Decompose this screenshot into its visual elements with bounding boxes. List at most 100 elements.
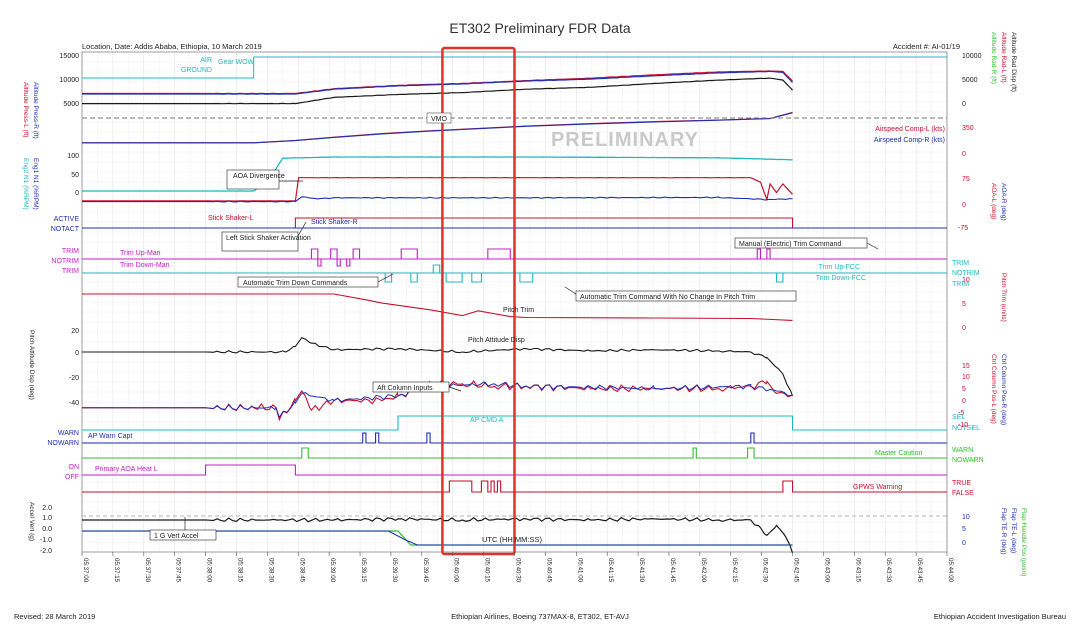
state-false-gpws: FALSE — [952, 490, 974, 497]
axis-label-flap-handle: Flap Handle Pos (posn) — [1020, 508, 1027, 576]
series-eng-n1 — [82, 156, 793, 192]
tick-rad-5000: 5000 — [962, 77, 978, 84]
preliminary-watermark: PRELIMINARY — [551, 129, 699, 151]
discrete-trim-up-fcc — [82, 264, 947, 274]
tick-n1-0: 0 — [75, 190, 79, 197]
label-trim-down-man: Trim Down-Man — [120, 262, 170, 269]
axis-label-aoa-r: AOA-R (deg) — [1000, 183, 1007, 221]
series-labels: AIR GROUND Gear WOW Airspeed Comp-L (kts… — [88, 57, 945, 491]
axis-label-col-r: Ctrl Column Pos-R (deg) — [1000, 354, 1007, 425]
x-tick-label: 05:42:15 — [731, 558, 738, 583]
series-column-l — [82, 379, 793, 422]
tick-alt-10000: 10000 — [60, 77, 80, 84]
chart-title: ET302 Preliminary FDR Data — [449, 20, 630, 36]
axis-label-flap-te-l: Flap TE-L (deg) — [1010, 508, 1017, 553]
label-pitch-trim: Pitch Trim — [503, 307, 534, 314]
highlight-window — [441, 46, 516, 556]
axis-label-accel: Accel Vert (g) — [28, 502, 35, 541]
state-sel: SEL — [952, 414, 965, 421]
x-tick-label: 05:40:15 — [484, 558, 491, 583]
axis-label-alt-press-l: Altitude Press-L (ft) — [22, 82, 29, 137]
series-accel-vert — [82, 516, 794, 554]
left-ticks: 15000 10000 5000 100 50 0 20 0 -20 -40 2… — [40, 53, 79, 555]
right-ticks: 10000 5000 0 5 0 0 350 0 75 0 -75 10 5 0 1… — [958, 53, 982, 547]
x-tick-label: 05:43:45 — [916, 558, 923, 583]
series-aoa-l — [82, 176, 793, 202]
state-notsel: NOTSEL — [952, 425, 980, 432]
x-tick-label: 05:41:00 — [576, 558, 583, 583]
axis-label-col-l: Ctrl Column Pos-L (deg) — [990, 354, 997, 424]
tick-pitch-m20: -20 — [69, 375, 79, 382]
label-airspeed-l: Airspeed Comp-L (kts) — [875, 126, 945, 133]
label-pitch-attitude: Pitch Attitude Disp — [468, 337, 525, 344]
tick-accel-2: 2.0 — [42, 505, 52, 512]
axis-label-pitch-attitude: Pitch Attitude Disp (deg) — [28, 330, 35, 400]
x-tick-label: 05:38:30 — [267, 558, 274, 583]
label-ap-warn: AP Warn Capt — [88, 433, 132, 440]
tick-col-m5: -5 — [958, 410, 964, 417]
state-trim-left-top: TRIM — [62, 248, 79, 255]
x-tick-label: 05:37:00 — [82, 558, 89, 583]
tick-flap-10: 10 — [962, 514, 970, 521]
annotations: VMO AOA Divergence Left Stick Shaker Act… — [149, 112, 879, 541]
tick-aoa-m75: -75 — [958, 225, 968, 232]
location-date: Location, Date: Addis Ababa, Ethiopia, 1… — [82, 42, 262, 51]
discrete-master-caution — [82, 447, 947, 459]
x-axis: 05:37:00 05:37:15 05:37:30 05:37:45 05:38:00… — [81, 552, 954, 583]
discrete-ap-cmd-a — [82, 415, 947, 431]
label-air: AIR — [200, 57, 212, 64]
right-state-labels: TRIM NOTRIM TRIM SEL NOTSEL WARN NOWARN … — [952, 260, 984, 497]
state-trim-right-top: TRIM — [952, 260, 969, 267]
axis-label-rad-disp: Altitude Rad Disp (ft) — [1010, 32, 1017, 92]
x-tick-label: 05:42:30 — [762, 558, 769, 583]
tick-col-10: 10 — [962, 374, 970, 381]
tick-n1-50: 50 — [71, 172, 79, 179]
x-tick-label: 05:43:00 — [823, 558, 830, 583]
x-tick-label: 05:37:15 — [113, 558, 120, 583]
label-stick-shaker-r: Stick Shaker-R — [311, 219, 358, 226]
discrete-aoa-heat — [82, 464, 947, 476]
state-warn-mc: WARN — [952, 447, 973, 454]
series-pitch-attitude — [82, 337, 794, 397]
footer-revised: Revised: 28 March 2019 — [14, 612, 95, 621]
x-tick-label: 05:38:15 — [236, 558, 243, 583]
series-aoa-r — [82, 196, 793, 203]
tick-trim-10: 10 — [962, 277, 970, 284]
x-tick-label: 05:38:00 — [206, 558, 213, 583]
x-tick-label: 05:39:30 — [391, 558, 398, 583]
x-tick-label: 05:39:45 — [422, 558, 429, 583]
axis-label-eng1: Eng1 N1 (%RPM) — [32, 158, 39, 210]
label-gpws: GPWS Warning — [853, 484, 902, 491]
tick-alt-5000: 5000 — [63, 101, 79, 108]
tick-trim-5: 5 — [962, 301, 966, 308]
state-trim-right-bottom: TRIM — [952, 281, 969, 288]
annotation-1g: 1 G Vert Accel — [154, 533, 199, 540]
label-ap-cmd-a: AP CMD A — [470, 417, 504, 424]
tick-col-5: 5 — [962, 386, 966, 393]
label-vmo: VMO — [431, 116, 448, 123]
tick-rad-0: 0 — [962, 101, 966, 108]
state-trim-left-bottom: TRIM — [62, 268, 79, 275]
axis-label-rad-r: Altitude Rad-R (ft) — [990, 32, 997, 84]
annotation-no-change: Automatic Trim Command With No Change In… — [580, 294, 755, 301]
tick-col-0: 0 — [962, 398, 966, 405]
accident-number: Accident #: AI-01/19 — [893, 42, 960, 51]
annotation-aft-column: Aft Column Inputs — [377, 385, 433, 392]
x-axis-label: UTC (HH:MM:SS) — [482, 535, 542, 544]
discrete-trim-down-man — [82, 258, 947, 267]
x-tick-label: 05:41:30 — [638, 558, 645, 583]
x-tick-label: 05:37:30 — [144, 558, 151, 583]
tick-col-15: 15 — [962, 363, 970, 370]
x-tick-label: 05:41:15 — [607, 558, 614, 583]
axis-label-pitch-trim: Pitch Trim (units) — [1000, 273, 1007, 322]
tick-pitch-0: 0 — [75, 350, 79, 357]
x-tick-label: 05:44:00 — [947, 558, 954, 583]
label-aoa-heat: Primary AOA Heat L — [95, 466, 158, 473]
right-axis-labels: Altitude Rad Disp (ft) Altitude Rad-L (f… — [990, 32, 1027, 576]
label-trim-down-fcc: Trim Down-FCC — [816, 275, 866, 282]
state-active: ACTIVE — [54, 216, 80, 223]
tick-as-0: 0 — [962, 151, 966, 158]
state-off-heat: OFF — [65, 474, 79, 481]
label-gear-wow: Gear WOW — [218, 59, 255, 66]
